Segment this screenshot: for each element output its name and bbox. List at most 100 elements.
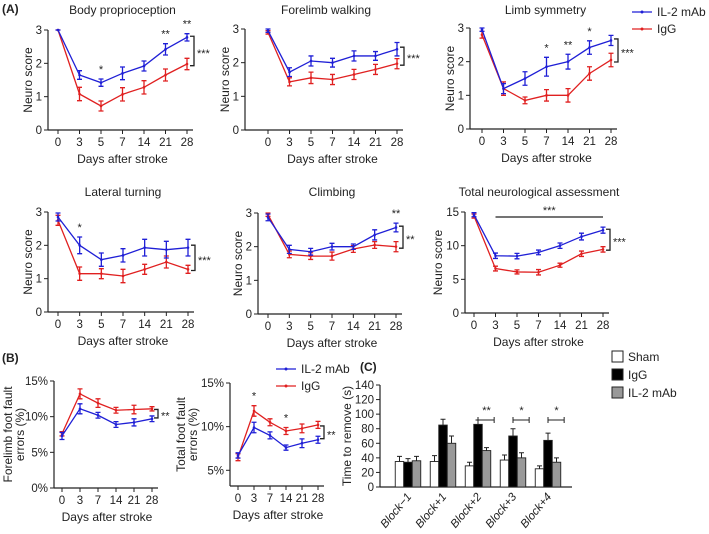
x-tick-label: 28	[146, 495, 159, 507]
data-point	[142, 64, 146, 68]
data-point	[374, 54, 377, 58]
significance-star: *	[284, 413, 289, 425]
y-tick-label: 80	[361, 424, 374, 436]
data-point	[588, 46, 591, 49]
y-tick-label: 120	[355, 395, 374, 407]
data-point	[300, 427, 304, 430]
data-point	[331, 78, 334, 81]
data-point	[132, 421, 136, 424]
data-point	[56, 215, 60, 219]
x-tick-label: 21	[160, 319, 173, 331]
x-tick-label: 14	[138, 137, 151, 149]
error-bar	[440, 418, 446, 426]
significance-bracket	[547, 416, 565, 423]
data-point	[252, 426, 256, 429]
data-point	[100, 258, 103, 261]
y-tick-label: 10%	[25, 412, 48, 424]
data-point	[186, 268, 190, 271]
data-point	[300, 441, 304, 445]
bar-igg	[543, 439, 553, 488]
x-tick-label: 7	[119, 137, 125, 149]
y-tick-label: 3	[36, 207, 42, 219]
x-tick-label: Block+1	[414, 491, 450, 530]
data-point	[316, 438, 320, 442]
data-point	[60, 434, 64, 438]
bracket-stars: **	[161, 411, 170, 423]
x-axis-label: Days after stroke	[62, 510, 153, 524]
x-tick-label: 14	[138, 319, 151, 331]
bracket-stars: ***	[621, 47, 635, 59]
x-tick-label: 5	[308, 137, 314, 149]
data-point	[185, 36, 189, 39]
significance-star: **	[564, 39, 573, 51]
chart-4: Climbing 0 1 2 3 0 3 5 7 14 21 28 Days after stroke N…	[231, 185, 415, 350]
data-point	[288, 70, 291, 74]
x-tick-label: Block+4	[519, 491, 555, 530]
chart-title: Climbing	[309, 185, 356, 199]
error-bar	[537, 465, 542, 469]
bracket-stars: **	[327, 429, 336, 441]
data-point	[121, 93, 124, 96]
data-point	[99, 81, 103, 84]
legend-a: IL-2 mAb IgG	[632, 5, 706, 36]
data-point	[394, 226, 398, 229]
legend-label: IgG	[657, 22, 676, 36]
significance-bracket	[477, 416, 495, 423]
x-tick-label: 5	[514, 320, 520, 332]
series-line-il-2-mab	[237, 426, 319, 456]
y-tick-label: 60	[361, 438, 374, 450]
error-bar	[484, 447, 489, 451]
data-point	[78, 407, 82, 411]
error-bar	[432, 455, 437, 462]
chart-2: Limb symmetry 0 1 2 3 0 3 5 7 14 21 28 Days after st…	[443, 3, 635, 165]
y-tick-label: 2	[246, 242, 252, 254]
bar-sham	[429, 461, 440, 488]
y-tick-label: 10	[446, 241, 459, 253]
x-tick-label: 3	[500, 136, 506, 148]
bar-il-2-mab	[481, 450, 492, 488]
data-point	[523, 99, 527, 102]
bar-igg	[403, 461, 413, 488]
chart-title: Forelimb walking	[281, 3, 371, 17]
y-axis-label-line: Total foot fault	[174, 396, 188, 471]
legend-b: IL-2 mAb IgG	[276, 362, 350, 393]
bar-sham	[394, 461, 405, 488]
legend-swatch	[611, 368, 624, 381]
y-tick-label: 0%	[31, 483, 48, 495]
significance-star: **	[392, 208, 401, 220]
data-point	[185, 62, 189, 66]
error-bar	[414, 455, 419, 461]
legend-label: IgG	[628, 368, 647, 382]
y-tick-label: 5%	[207, 465, 224, 477]
x-axis-label: Days after stroke	[78, 334, 169, 348]
y-tick-label: 15	[446, 207, 459, 219]
x-tick-label: 7	[543, 136, 549, 148]
error-bar	[554, 457, 559, 463]
series-line-igg	[237, 409, 319, 458]
data-point	[96, 413, 100, 417]
chart-1: Forelimb walking 0 1 2 3 0 3 5 7 14 21 28 Days after…	[218, 3, 421, 166]
y-tick-label: 0	[453, 308, 459, 320]
data-point	[545, 94, 548, 97]
data-point	[330, 254, 334, 258]
bracket-stars: ***	[407, 53, 421, 65]
data-point	[566, 60, 570, 63]
x-tick-label: 0	[59, 495, 65, 507]
data-point	[78, 73, 81, 77]
error-bar	[502, 454, 507, 461]
data-point	[395, 47, 399, 51]
error-bar	[519, 452, 524, 458]
data-point	[266, 29, 270, 32]
significance-bracket	[400, 46, 405, 66]
y-tick-label: 5	[453, 274, 459, 286]
y-axis-label-line: errors (%)	[13, 408, 27, 461]
data-point	[252, 409, 256, 413]
x-tick-label: 3	[77, 495, 83, 507]
y-axis-label: Neuro score	[443, 46, 457, 112]
x-tick-label: 21	[369, 137, 382, 149]
error-bar	[510, 428, 516, 436]
data-point	[394, 245, 398, 248]
x-tick-label: 21	[128, 495, 141, 507]
data-point	[309, 76, 313, 80]
